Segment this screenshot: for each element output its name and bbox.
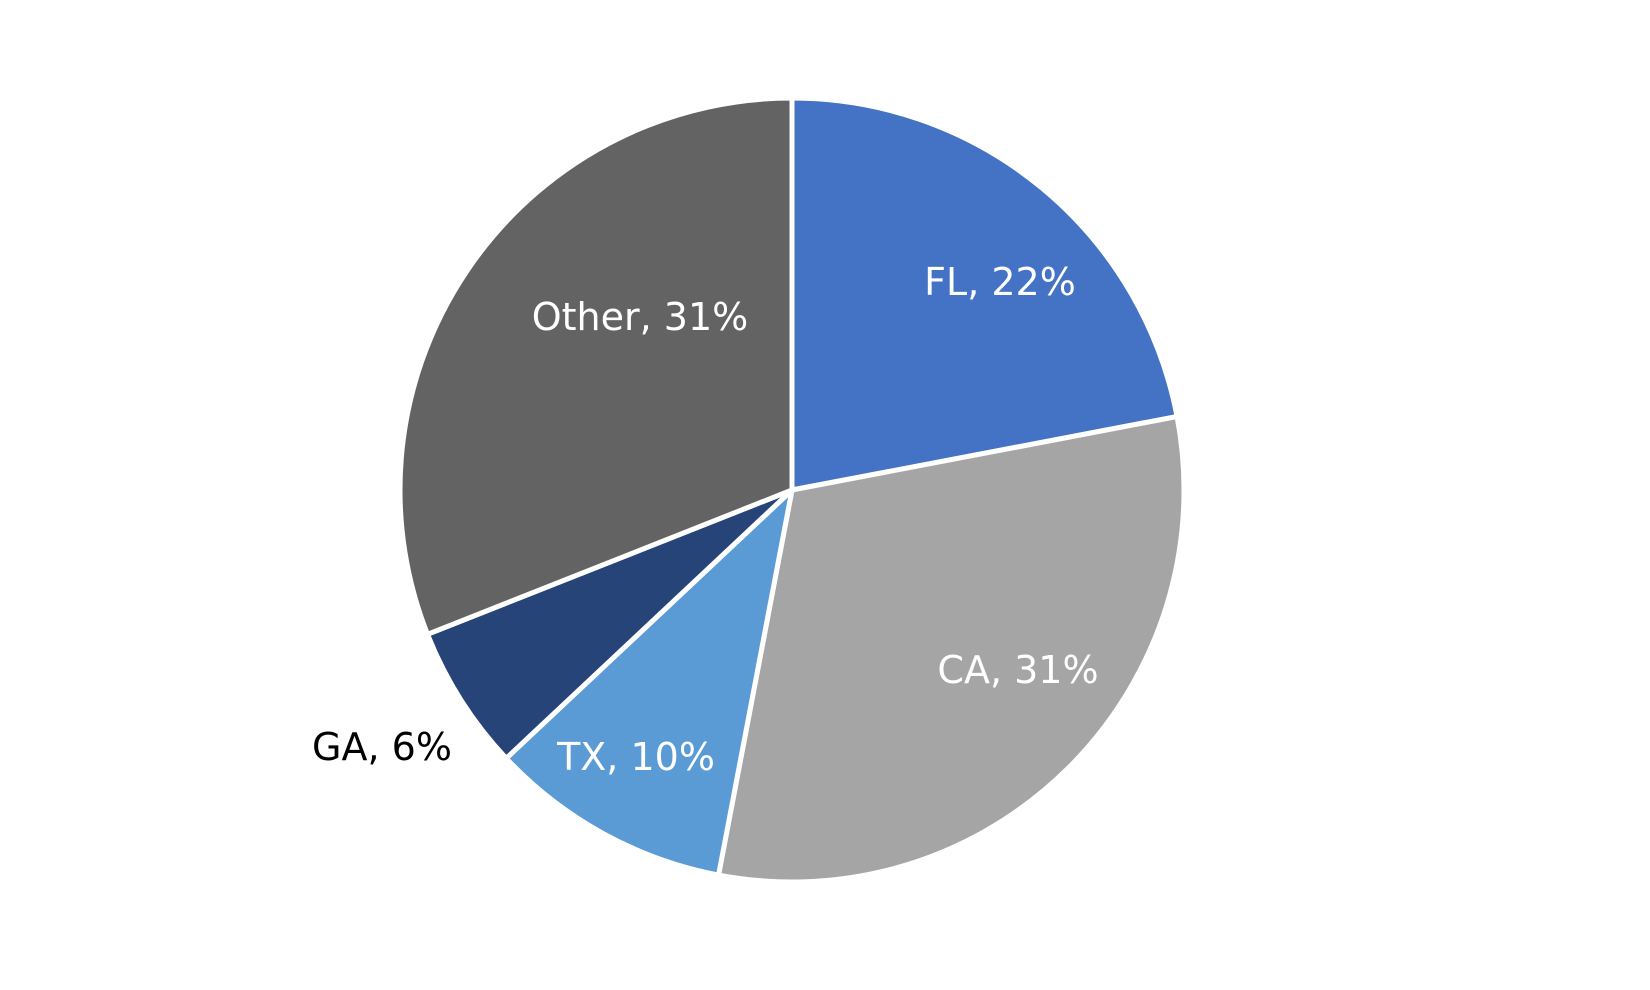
label-ga: GA, 6% [312, 725, 452, 769]
label-tx: TX, 10% [556, 735, 715, 779]
label-fl: FL, 22% [924, 260, 1076, 304]
label-ca: CA, 31% [937, 648, 1098, 692]
slice-tx [503, 487, 795, 878]
slice-ga [425, 487, 795, 761]
label-other: Other, 31% [532, 295, 749, 339]
pie-slices [397, 95, 1187, 885]
slice-ca [716, 414, 1187, 885]
pie-labels: FL, 22% CA, 31% TX, 10% GA, 6% Other, 31… [312, 260, 1099, 779]
slice-fl [789, 95, 1180, 493]
slice-other [397, 95, 795, 637]
